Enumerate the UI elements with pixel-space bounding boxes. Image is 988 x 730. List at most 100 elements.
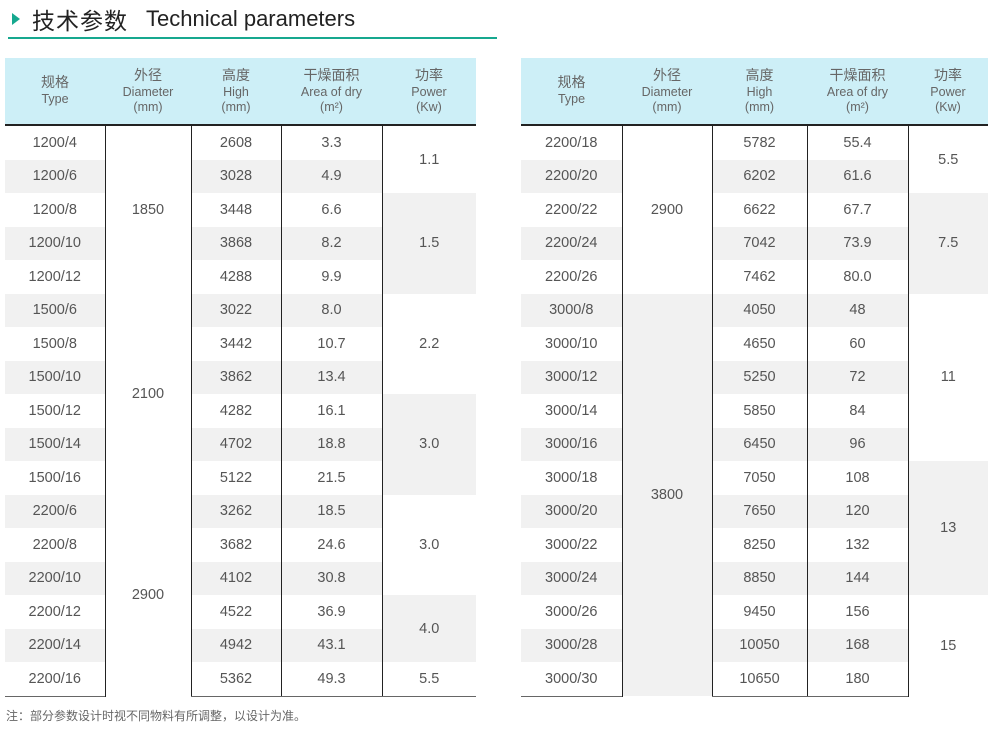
table-row: 3000/24 8850 144 (521, 561, 988, 595)
cell-type: 1200/12 (5, 260, 105, 294)
cell-type: 2200/6 (5, 494, 105, 528)
table-row: 2200/24 7042 73.9 (521, 226, 988, 260)
spec-table-left: 规格 Type 外径 Diameter (mm) 高度 High (mm) 干燥面积 Are… (5, 58, 476, 697)
table-row: 1500/8 3442 10.7 (5, 327, 476, 361)
header-type: 规格 Type (521, 58, 622, 126)
cell-area: 144 (806, 561, 908, 595)
cell-area: 16.1 (280, 394, 382, 428)
cell-type: 1500/10 (5, 360, 105, 394)
cell-type: 2200/22 (521, 193, 622, 227)
cell-area: 30.8 (280, 561, 382, 595)
cell-high: 5362 (190, 662, 281, 697)
header-power: 功率 Power (Kw) (382, 58, 476, 126)
cell-power: 5.5 (907, 125, 988, 193)
cell-area: 156 (806, 595, 908, 629)
cell-power: 1.5 (381, 193, 476, 294)
cell-area: 3.3 (280, 125, 382, 160)
cell-high: 10650 (711, 662, 807, 697)
cell-area: 48 (806, 293, 908, 327)
header-diameter: 外径 Diameter (mm) (622, 58, 712, 126)
cell-type: 1500/8 (5, 327, 105, 361)
cell-type: 1500/14 (5, 427, 105, 461)
cell-type: 3000/24 (521, 561, 622, 595)
table-row: 3000/16 6450 96 (521, 427, 988, 461)
cell-type: 3000/18 (521, 461, 622, 495)
cell-high: 8850 (711, 561, 807, 595)
table-row: 1500/6 2100 3022 8.0 2.2 (5, 293, 476, 495)
table-row: 1200/10 3868 8.2 (5, 226, 476, 260)
table-row: 2200/6 2900 3262 18.5 3.0 (5, 494, 476, 696)
cell-high: 3022 (190, 293, 281, 327)
header-diameter: 外径 Diameter (mm) (105, 58, 191, 126)
table-row: 1500/14 4702 18.8 (5, 427, 476, 461)
cell-high: 5850 (711, 394, 807, 428)
cell-high: 4702 (190, 427, 281, 461)
cell-area: 8.2 (280, 226, 382, 260)
cell-diameter: 2900 (104, 494, 191, 696)
cell-high: 4522 (190, 595, 281, 629)
cell-type: 1500/6 (5, 293, 105, 327)
table-row: 2200/26 7462 80.0 (521, 260, 988, 294)
cell-high: 4282 (190, 394, 281, 428)
table-row: 2200/8 3682 24.6 (5, 528, 476, 562)
table-row: 2200/16 5362 49.3 5.5 (5, 662, 476, 697)
table-row: 3000/26 9450 156 15 (521, 595, 988, 696)
heading-cn: 技术参数 (32, 9, 128, 35)
cell-area: 96 (806, 427, 908, 461)
cell-area: 55.4 (806, 125, 908, 160)
cell-area: 72 (806, 360, 908, 394)
cell-area: 18.5 (280, 494, 382, 528)
header-power: 功率 Power (Kw) (908, 58, 988, 126)
cell-power: 3.0 (381, 394, 476, 495)
table-row: 3000/22 8250 132 (521, 528, 988, 562)
cell-type: 1200/4 (5, 125, 105, 160)
cell-type: 2200/26 (521, 260, 622, 294)
cell-high: 8250 (711, 528, 807, 562)
cell-type: 3000/16 (521, 427, 622, 461)
table-row: 3000/10 4650 60 (521, 327, 988, 361)
table-row: 1200/4 1850 2608 3.3 1.1 (5, 125, 476, 294)
cell-type: 2200/16 (5, 662, 105, 697)
cell-high: 5122 (190, 461, 281, 495)
cell-type: 2200/14 (5, 628, 105, 662)
cell-high: 3442 (190, 327, 281, 361)
cell-area: 9.9 (280, 260, 382, 294)
cell-power: 2.2 (381, 293, 476, 394)
table-row: 1500/12 4282 16.1 3.0 (5, 394, 476, 495)
cell-type: 3000/30 (521, 662, 622, 697)
cell-high: 7462 (711, 260, 807, 294)
cell-high: 2608 (190, 125, 281, 160)
table-row: 2200/22 6622 67.7 7.5 (521, 193, 988, 294)
cell-type: 3000/10 (521, 327, 622, 361)
header-high: 高度 High (mm) (191, 58, 281, 126)
cell-high: 9450 (711, 595, 807, 629)
cell-area: 4.9 (280, 159, 382, 193)
cell-type: 2200/20 (521, 159, 622, 193)
cell-type: 1200/10 (5, 226, 105, 260)
table-row: 1200/12 4288 9.9 (5, 260, 476, 294)
table-row: 3000/12 5250 72 (521, 360, 988, 394)
cell-power: 5.5 (381, 662, 476, 697)
cell-area: 180 (806, 662, 908, 697)
cell-type: 3000/26 (521, 595, 622, 629)
cell-area: 10.7 (280, 327, 382, 361)
cell-high: 3868 (190, 226, 281, 260)
table-row: 2200/10 4102 30.8 (5, 561, 476, 595)
cell-power: 13 (907, 461, 988, 595)
cell-diameter: 1850 (104, 125, 191, 294)
table-row: 3000/14 5850 84 (521, 394, 988, 428)
cell-high: 6622 (711, 193, 807, 227)
cell-area: 120 (806, 494, 908, 528)
cell-high: 5250 (711, 360, 807, 394)
cell-area: 21.5 (280, 461, 382, 495)
table-row: 1500/10 3862 13.4 (5, 360, 476, 394)
cell-high: 7042 (711, 226, 807, 260)
cell-power: 7.5 (907, 193, 988, 294)
cell-high: 5782 (711, 125, 807, 160)
cell-area: 18.8 (280, 427, 382, 461)
heading-en: Technical parameters (146, 6, 356, 31)
cell-type: 3000/22 (521, 528, 622, 562)
cell-power: 15 (907, 595, 988, 696)
heading-underline (8, 37, 497, 39)
cell-area: 49.3 (280, 662, 382, 697)
